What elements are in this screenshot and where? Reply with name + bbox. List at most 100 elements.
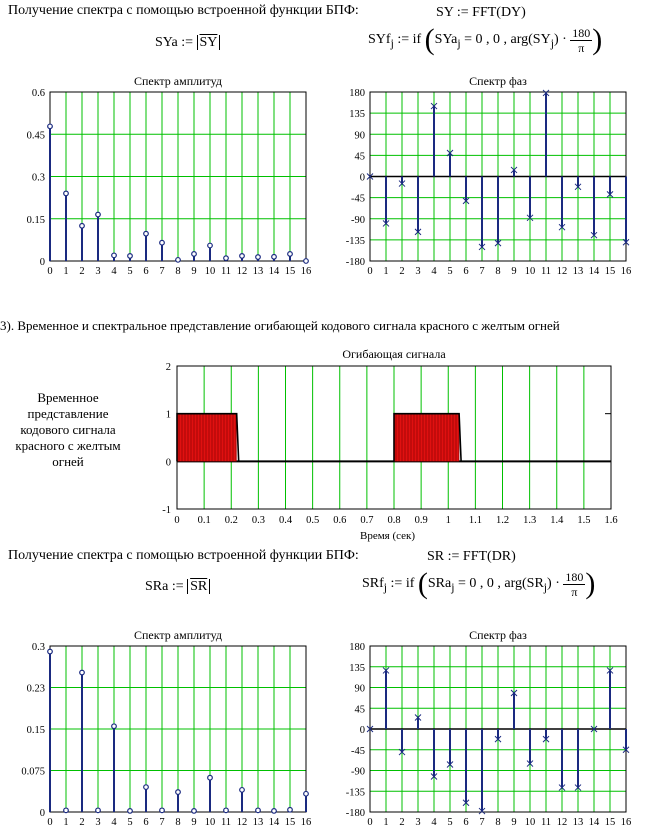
data-point xyxy=(223,255,229,262)
phase-eq-mid: := if xyxy=(397,32,422,48)
x-tick-label: 12 xyxy=(237,266,248,277)
x-tick-label: 1 xyxy=(383,817,388,828)
y-tick-label: 90 xyxy=(355,130,366,141)
y-tick-label: 0 xyxy=(166,457,171,468)
x-tick-label: 1.2 xyxy=(496,515,509,526)
section3-fft-equation: SR := FFT(DR) xyxy=(427,549,516,564)
x-tick-label: 10 xyxy=(525,817,536,828)
data-point xyxy=(111,723,117,730)
x-tick-label: 11 xyxy=(221,266,231,277)
chart-title: Спектр амплитуд xyxy=(134,628,222,642)
x-tick-label: 16 xyxy=(301,266,312,277)
data-point xyxy=(47,648,53,655)
y-tick-label: 0.23 xyxy=(27,684,45,695)
x-tick-label: 1.4 xyxy=(550,515,564,526)
x-tick-label: 14 xyxy=(589,817,600,828)
x-tick-label: 0.8 xyxy=(387,515,400,526)
section3-intro: Получение спектра с помощью встроенной ф… xyxy=(8,548,359,563)
data-marker-stroke xyxy=(446,761,454,768)
y-tick-label: 0.15 xyxy=(27,725,45,736)
x-tick-label: 6 xyxy=(463,817,468,828)
phase-eq-left: SRf xyxy=(362,576,384,592)
x-tick-label: 9 xyxy=(191,266,196,277)
data-point xyxy=(159,239,165,246)
data-marker xyxy=(606,190,614,198)
data-marker-stroke xyxy=(558,223,566,231)
data-marker-stroke xyxy=(542,735,550,743)
pulse-fill xyxy=(394,413,460,462)
amp-eq-left: SRa := xyxy=(145,579,184,594)
data-marker-stroke xyxy=(622,238,630,246)
y-tick-label: -45 xyxy=(351,194,365,205)
x-tick-label: 9 xyxy=(511,817,516,828)
x-tick-label: 13 xyxy=(253,817,264,828)
data-marker-stroke xyxy=(558,784,566,791)
y-tick-label: -90 xyxy=(351,767,365,778)
data-marker xyxy=(398,180,406,187)
data-marker-stroke xyxy=(510,166,518,174)
y-tick-label: -1 xyxy=(162,505,171,516)
x-tick-label: 1.5 xyxy=(577,515,590,526)
x-tick-label: 16 xyxy=(621,817,632,828)
amp-eq-arg: SR xyxy=(187,579,211,594)
y-tick-label: -90 xyxy=(351,215,365,226)
data-point xyxy=(239,253,245,259)
y-tick-label: 0.6 xyxy=(32,88,45,99)
data-marker xyxy=(526,760,534,767)
data-marker-stroke xyxy=(606,190,614,198)
data-point xyxy=(223,807,229,814)
y-tick-label: -180 xyxy=(346,808,365,819)
data-point xyxy=(63,190,69,197)
x-tick-label: 8 xyxy=(495,817,500,828)
data-marker xyxy=(366,725,374,733)
x-tick-label: 3 xyxy=(95,817,100,828)
x-tick-label: 10 xyxy=(205,817,216,828)
data-marker xyxy=(622,746,630,754)
x-tick-label: 1 xyxy=(383,266,388,277)
x-tick-label: 12 xyxy=(557,266,568,277)
x-tick-label: 14 xyxy=(589,266,600,277)
data-marker-stroke xyxy=(526,760,534,767)
x-tick-label: 16 xyxy=(301,817,312,828)
data-marker-stroke xyxy=(462,799,470,807)
y-tick-label: 0.075 xyxy=(21,767,45,778)
x-tick-label: 1 xyxy=(63,266,68,277)
section2-heading: 3). Временное и спектральное представлен… xyxy=(0,318,560,333)
phase-eq-rest: = 0 , 0 , arg(SR xyxy=(457,576,544,592)
data-marker-stroke xyxy=(398,180,406,187)
chart-title: Огибающая сигнала xyxy=(342,347,446,361)
x-tick-label: 3 xyxy=(415,266,420,277)
y-tick-label: 0 xyxy=(360,173,365,184)
y-tick-label: 1 xyxy=(166,410,171,421)
data-marker xyxy=(398,748,406,756)
data-point xyxy=(207,774,213,781)
x-tick-label: 11 xyxy=(541,266,551,277)
x-tick-label: 0.6 xyxy=(333,515,346,526)
x-tick-label: 0.7 xyxy=(360,515,373,526)
phase-eq-cond: SRa xyxy=(427,576,452,592)
envelope-xlabel: Время (сек) xyxy=(360,530,416,542)
data-point xyxy=(79,222,85,229)
x-tick-label: 1.6 xyxy=(604,515,617,526)
y-tick-label: 180 xyxy=(349,88,365,99)
data-point xyxy=(95,807,101,814)
phase-eq-left: SYf xyxy=(368,32,391,48)
y-tick-label: 135 xyxy=(349,109,365,120)
data-marker-stroke xyxy=(590,231,598,239)
data-marker xyxy=(382,667,390,674)
x-tick-label: 0 xyxy=(367,266,372,277)
y-tick-label: 0 xyxy=(360,725,365,736)
x-tick-label: 6 xyxy=(143,266,148,277)
phase-eq-mid: := if xyxy=(390,576,415,592)
y-tick-label: 45 xyxy=(355,151,366,162)
x-tick-label: 5 xyxy=(127,266,132,277)
x-tick-label: 5 xyxy=(127,817,132,828)
y-tick-label: 0.45 xyxy=(27,130,45,141)
data-marker xyxy=(462,799,470,807)
data-point xyxy=(127,253,133,259)
x-tick-label: 0.2 xyxy=(225,515,238,526)
data-point xyxy=(287,806,293,813)
x-tick-label: 0 xyxy=(367,817,372,828)
